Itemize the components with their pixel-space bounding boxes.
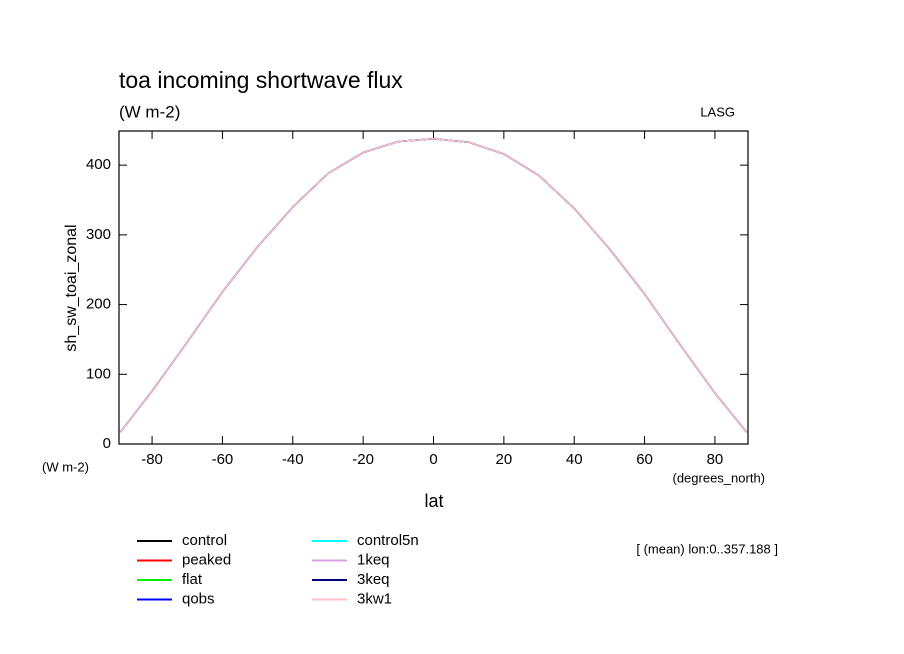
x-tick-label: 20	[496, 451, 513, 468]
x-tick-label: -60	[212, 451, 234, 468]
x-tick-label: 60	[636, 451, 653, 468]
x-tick-label: -40	[282, 451, 304, 468]
legend-label: qobs	[182, 590, 215, 607]
series-line	[119, 137, 748, 433]
y-tick-label: 400	[86, 156, 111, 173]
series-line	[119, 137, 748, 433]
x-unit: (degrees_north)	[673, 470, 766, 485]
series-line	[119, 137, 748, 433]
plot-frame	[118, 130, 749, 445]
chart-title: toa incoming shortwave flux	[119, 67, 403, 93]
legend-label: control5n	[357, 532, 419, 549]
chart-subtitle: (W m-2)	[119, 102, 180, 121]
legend-label: 1keq	[357, 551, 390, 568]
legend-label: peaked	[182, 551, 231, 568]
source: LASG	[700, 104, 735, 119]
series-line	[119, 137, 748, 433]
legend-label: control	[182, 532, 227, 549]
y-tick-label: 100	[86, 365, 111, 382]
y-tick-label: 0	[103, 435, 111, 452]
x-tick-label: -80	[141, 451, 163, 468]
x-axis-label: lat	[424, 491, 443, 511]
legend-label: flat	[182, 571, 203, 588]
series-line	[119, 137, 748, 433]
annotation: [ (mean) lon:0..357.188 ]	[636, 541, 778, 556]
series-line	[119, 137, 748, 433]
y-unit: (W m-2)	[42, 459, 89, 474]
series-line	[119, 137, 748, 433]
y-tick-label: 300	[86, 226, 111, 243]
x-tick-label: -20	[352, 451, 374, 468]
x-tick-label: 0	[429, 451, 437, 468]
x-tick-label: 40	[566, 451, 583, 468]
legend-label: 3kw1	[357, 590, 392, 607]
series-line	[119, 137, 748, 433]
legend-label: 3keq	[357, 571, 390, 588]
y-axis-label: sh_sw_toai_zonal	[63, 224, 80, 351]
y-tick-label: 200	[86, 296, 111, 313]
x-tick-label: 80	[707, 451, 724, 468]
